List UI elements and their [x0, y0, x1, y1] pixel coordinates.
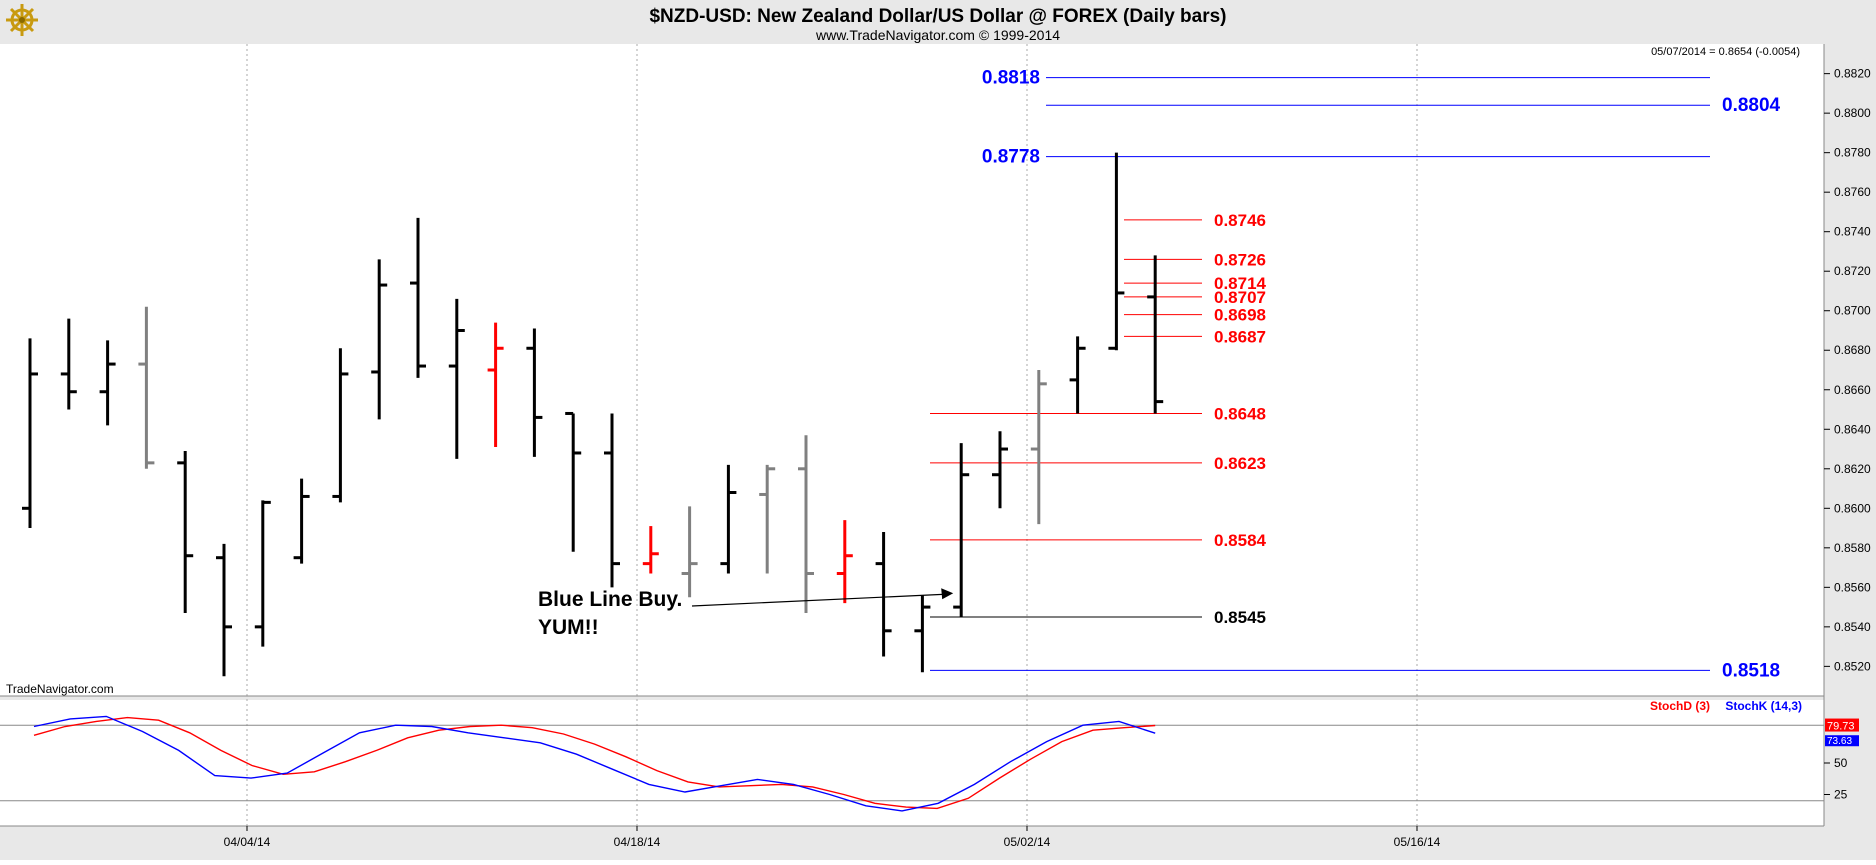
- y-tick-label: 0.8620: [1834, 462, 1871, 476]
- stoch-d-last-value: 79.73: [1825, 718, 1859, 733]
- ohlc-bar: [604, 413, 620, 588]
- level-label: 0.8714: [1214, 274, 1267, 293]
- y-tick-label: 0.8720: [1834, 264, 1871, 278]
- ohlc-bar: [798, 435, 814, 614]
- ohlc-bar: [177, 451, 194, 614]
- x-tick-label: 05/02/14: [1004, 835, 1051, 849]
- stochastic-pane: 25 50 79.73 73.63: [0, 715, 1859, 812]
- ohlc-bar: [992, 431, 1008, 509]
- x-axis: 04/04/14 04/18/14 05/02/14 05/16/14: [224, 826, 1441, 849]
- ohlc-bar: [526, 328, 543, 457]
- ohlc-bar: [1108, 152, 1125, 351]
- y-tick-label: 0.8760: [1834, 185, 1871, 199]
- annotation-text: YUM!!: [538, 616, 599, 639]
- ohlc-bar: [138, 306, 155, 469]
- level-label: 0.8623: [1214, 454, 1266, 473]
- ohlc-bar: [836, 520, 853, 604]
- annotation: Blue Line Buy. YUM!!: [538, 588, 954, 639]
- ohlc-bar: [216, 543, 232, 677]
- price-pane-background: [0, 44, 1824, 696]
- legend-stoch-k: StochK (14,3): [1725, 699, 1802, 713]
- x-tick-label: 04/04/14: [224, 835, 271, 849]
- y-tick-label: 0.8700: [1834, 304, 1871, 318]
- ohlc-bar: [448, 298, 465, 459]
- ship-wheel-logo-icon: [6, 4, 38, 36]
- y-tick-label: 0.8600: [1834, 501, 1871, 515]
- annotation-text: Blue Line Buy.: [538, 588, 682, 611]
- y-tick-label: 0.8540: [1834, 620, 1871, 634]
- ohlc-bar: [875, 532, 892, 657]
- level-label: 0.8518: [1722, 660, 1780, 681]
- level-label: 0.8818: [982, 68, 1040, 89]
- stoch-tick-label: 50: [1834, 756, 1848, 770]
- stoch-k-line: [33, 715, 1156, 812]
- ohlc-bar: [60, 318, 77, 410]
- ohlc-bar: [371, 259, 388, 420]
- y-tick-label: 0.8640: [1834, 422, 1871, 436]
- svg-text:73.63: 73.63: [1827, 736, 1852, 747]
- ohlc-bars: [22, 152, 1164, 677]
- y-tick-label: 0.8740: [1834, 225, 1871, 239]
- y-tick-label: 0.8520: [1834, 659, 1871, 673]
- ohlc-bar: [642, 526, 659, 574]
- stoch-k-last-value: 73.63: [1825, 735, 1859, 747]
- svg-text:79.73: 79.73: [1827, 721, 1855, 733]
- level-label: 0.8698: [1214, 306, 1266, 325]
- stoch-d-line: [33, 716, 1156, 810]
- level-label: 0.8726: [1214, 250, 1266, 269]
- y-tick-label: 0.8560: [1834, 580, 1871, 594]
- level-label: 0.8804: [1722, 95, 1781, 116]
- level-label: 0.8778: [982, 147, 1040, 168]
- y-tick-label: 0.8800: [1834, 106, 1871, 120]
- watermark-text: TradeNavigator.com: [6, 682, 114, 696]
- copyright-text: www.TradeNavigator.com © 1999-2014: [815, 27, 1060, 43]
- ohlc-bar: [293, 478, 310, 564]
- level-label: 0.8545: [1214, 608, 1266, 627]
- y-tick-label: 0.8820: [1834, 67, 1871, 81]
- ohlc-bar: [22, 338, 38, 529]
- x-tick-label: 04/18/14: [614, 835, 661, 849]
- y-tick-label: 0.8680: [1834, 343, 1871, 357]
- ohlc-bar: [720, 464, 737, 574]
- ohlc-bar: [565, 411, 582, 552]
- ohlc-bar: [1030, 370, 1047, 525]
- ohlc-bar: [487, 322, 504, 448]
- y-tick-label: 0.8780: [1834, 146, 1871, 160]
- ohlc-bar: [410, 217, 426, 378]
- ohlc-bar: [914, 595, 931, 673]
- level-label: 0.8648: [1214, 404, 1266, 423]
- price-levels: 0.8818 0.8804 0.8778 0.8746 0.8726 0.87140.87…: [930, 68, 1781, 681]
- y-axis: 0.8520 0.8540 0.8560 0.8580 0.8600 0.8620 0.86…: [0, 44, 1871, 827]
- annotation-arrow: [691, 593, 946, 607]
- last-quote: 05/07/2014 = 0.8654 (-0.0054): [1651, 46, 1800, 58]
- ohlc-bar: [1069, 336, 1086, 414]
- level-label: 0.8746: [1214, 211, 1266, 230]
- level-label: 0.8584: [1214, 531, 1267, 550]
- y-tick-label: 0.8580: [1834, 541, 1871, 555]
- ohlc-bar: [1147, 255, 1164, 414]
- ohlc-bar: [681, 506, 698, 598]
- stoch-tick-label: 25: [1834, 788, 1848, 802]
- ohlc-bar: [332, 348, 349, 503]
- level-label: 0.8687: [1214, 327, 1266, 346]
- x-tick-label: 05/16/14: [1394, 835, 1441, 849]
- ohlc-bar: [953, 443, 970, 617]
- level-label: 0.8707: [1214, 288, 1266, 307]
- ohlc-bar: [99, 340, 116, 426]
- arrow-head-icon: [941, 588, 954, 600]
- legend-stoch-d: StochD (3): [1650, 699, 1710, 713]
- y-tick-label: 0.8660: [1834, 383, 1871, 397]
- chart-title: $NZD-USD: New Zealand Dollar/US Dollar @…: [649, 6, 1226, 27]
- ohlc-bar: [759, 464, 776, 574]
- ohlc-bar: [254, 500, 271, 647]
